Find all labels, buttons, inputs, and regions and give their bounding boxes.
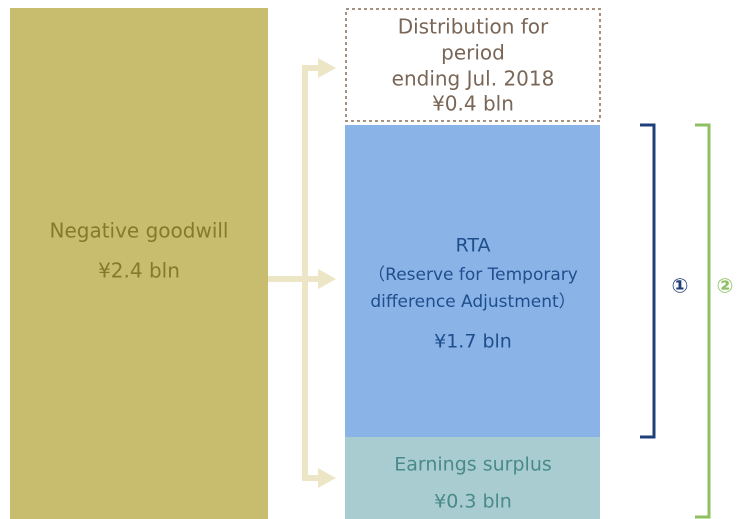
bracket [695, 123, 711, 519]
target-text: Earnings surplus [394, 454, 552, 476]
bracket [640, 123, 656, 439]
target-text: difference Adjustment） [370, 292, 575, 312]
target-text: ending Jul. 2018 [392, 67, 555, 91]
rta-box [345, 125, 600, 437]
distribution-box [345, 8, 601, 122]
target-text: ¥0.4 bln [432, 92, 514, 116]
bracket-label: ① [672, 274, 689, 298]
target-text: （Reserve for Temporary [368, 265, 578, 285]
target-text: period [441, 41, 505, 65]
target-text: RTA [456, 235, 491, 257]
arrow-heads [318, 58, 336, 488]
source-text: ¥2.4 bln [98, 259, 180, 283]
target-text: ¥1.7 bln [434, 331, 512, 353]
arrows [268, 65, 320, 481]
target-text: ¥0.3 bln [434, 491, 512, 513]
target-text: Distribution for [398, 15, 549, 39]
source-box [10, 8, 268, 519]
earnings-box [345, 437, 600, 519]
source-text: Negative goodwill [49, 219, 228, 243]
bracket-label: ② [717, 274, 734, 298]
